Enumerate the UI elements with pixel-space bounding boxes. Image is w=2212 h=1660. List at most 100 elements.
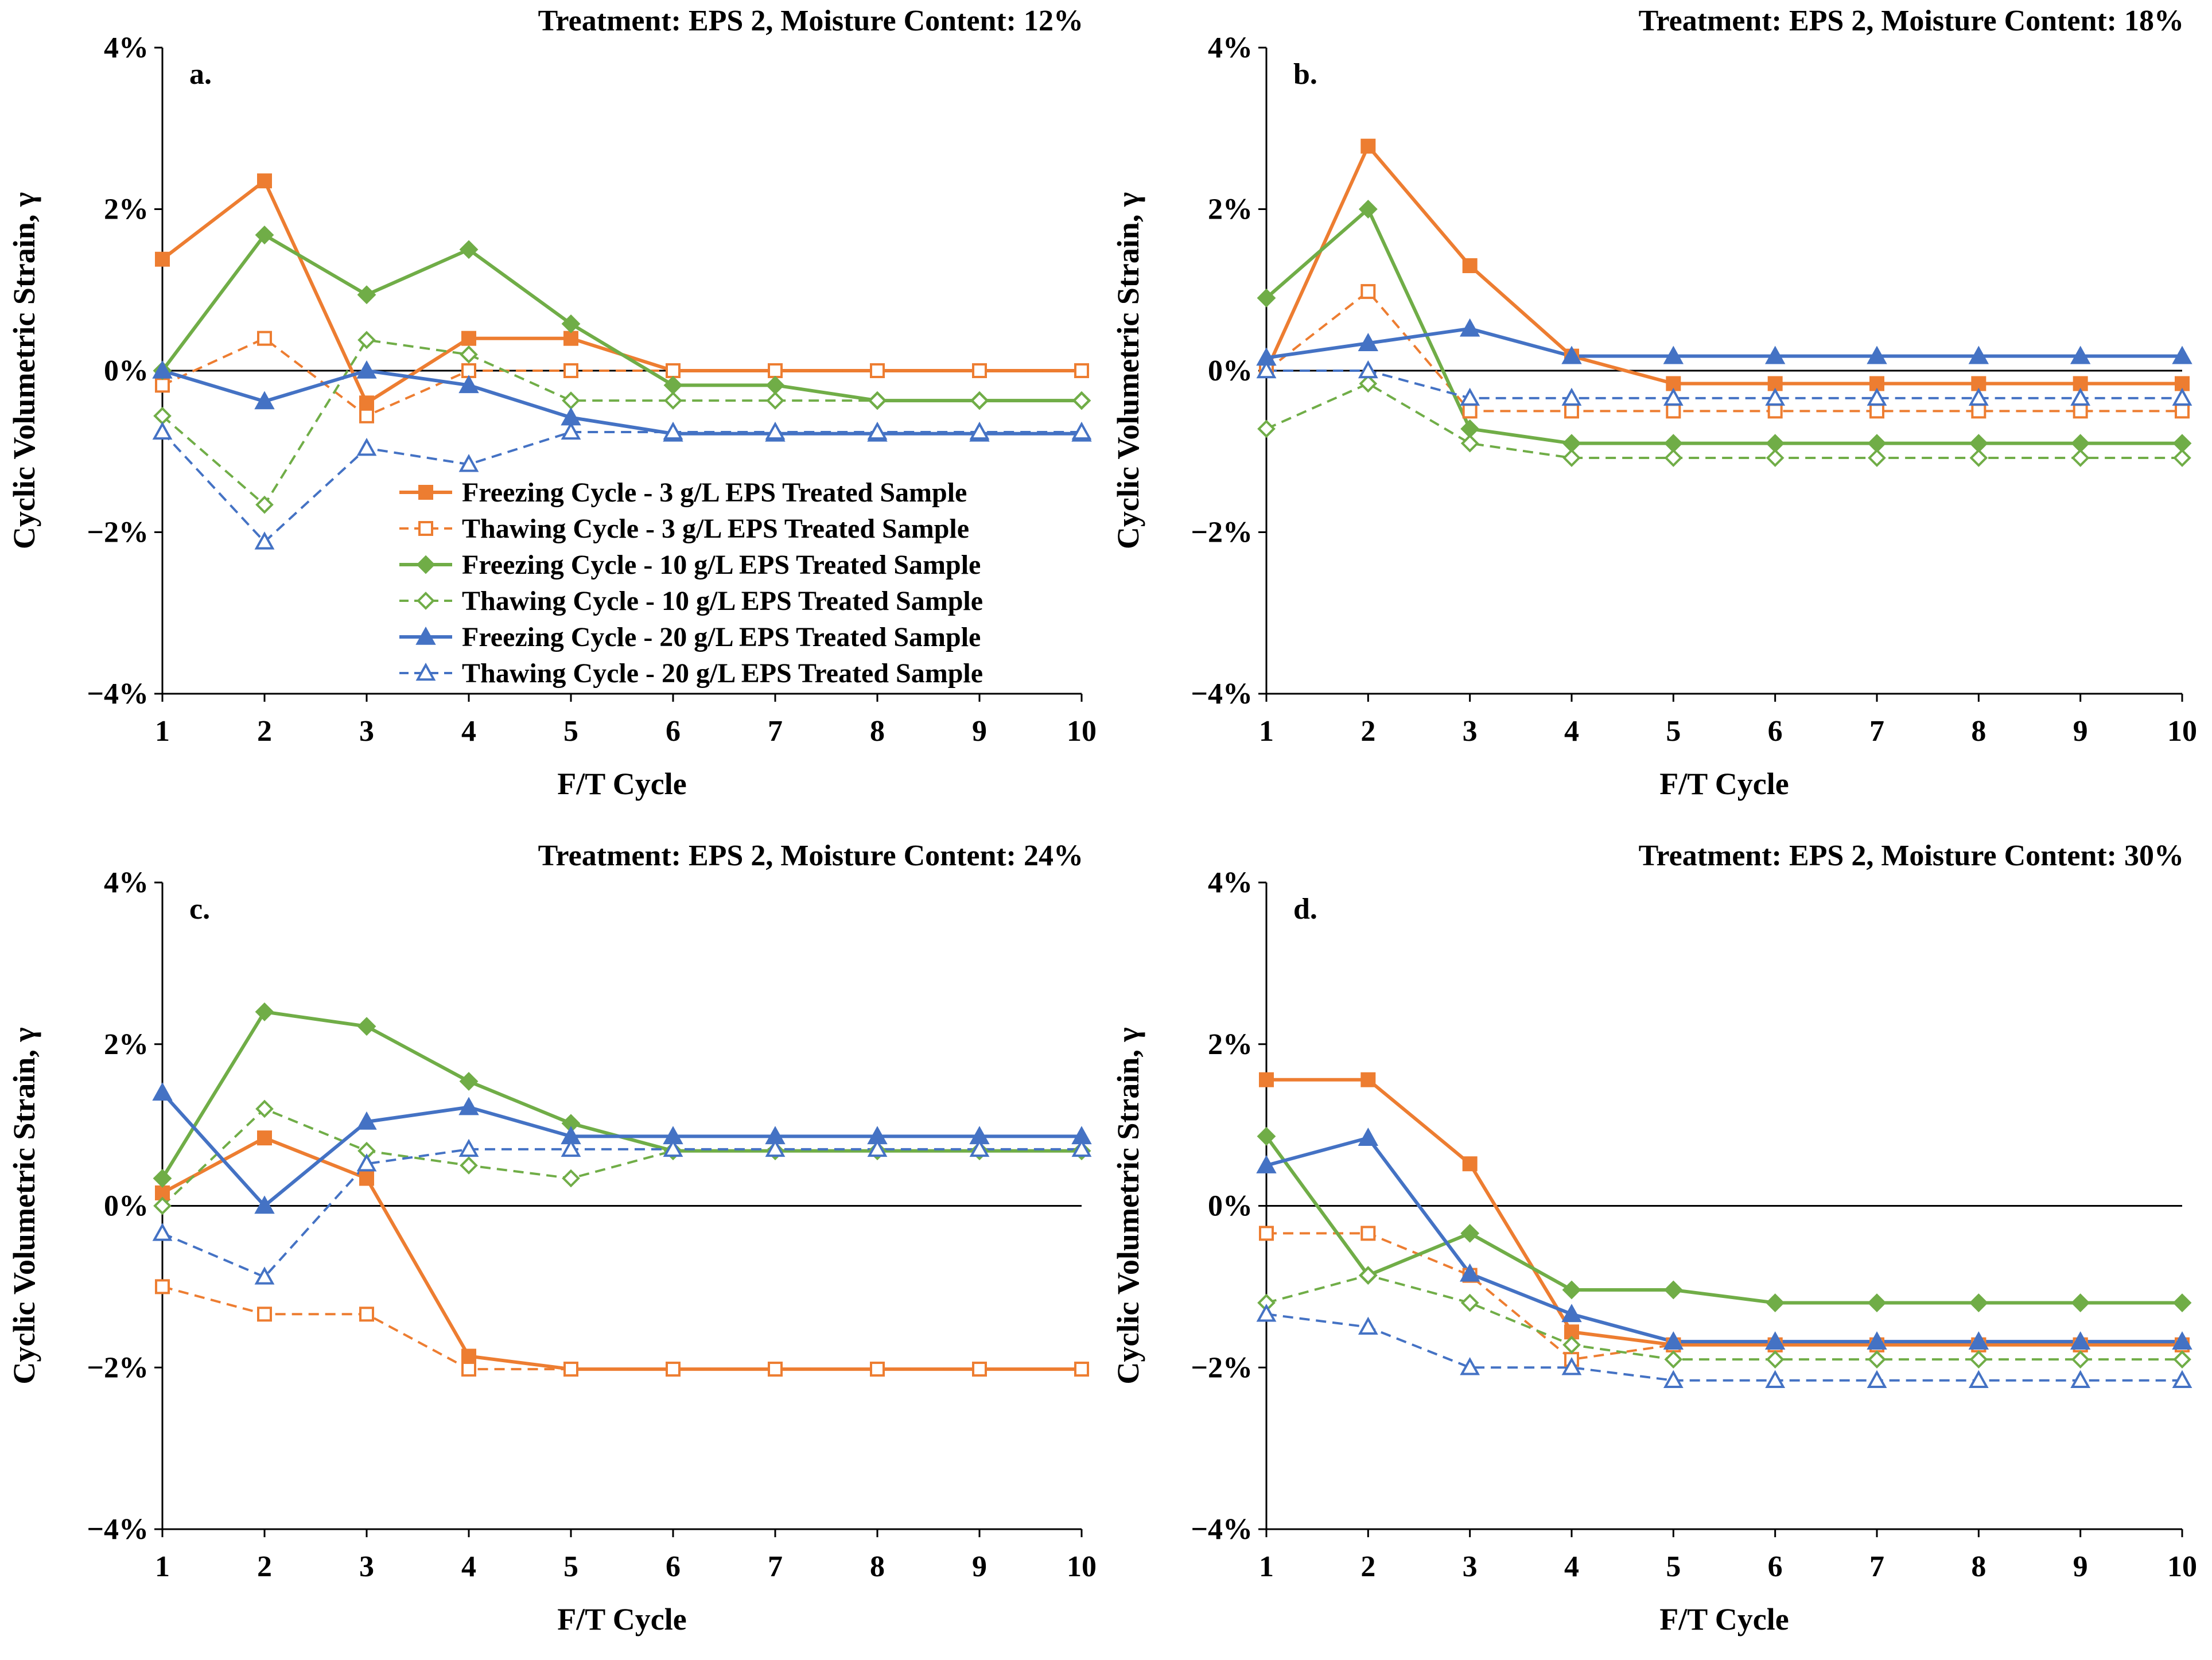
data-point bbox=[768, 1362, 783, 1377]
data-point bbox=[663, 1138, 683, 1157]
data-point bbox=[1462, 403, 1478, 419]
data-point bbox=[972, 1362, 987, 1377]
data-point bbox=[1869, 403, 1884, 419]
legend-marker bbox=[417, 592, 435, 610]
data-point bbox=[460, 345, 478, 364]
data-point bbox=[356, 1111, 377, 1130]
x-tick-label: 9 bbox=[972, 715, 987, 748]
data-point bbox=[1663, 1370, 1684, 1388]
x-tick-label: 1 bbox=[155, 715, 170, 748]
x-tick-label: 4 bbox=[1564, 1550, 1579, 1583]
series-line bbox=[1266, 1136, 2182, 1344]
data-point bbox=[561, 1138, 581, 1157]
data-point bbox=[255, 495, 274, 514]
legend-marker bbox=[416, 555, 436, 574]
data-point bbox=[461, 1348, 476, 1364]
x-tick-label: 4 bbox=[461, 1550, 476, 1583]
x-tick-label: 10 bbox=[1067, 1550, 1097, 1583]
data-point bbox=[1072, 391, 1091, 410]
y-tick-label: 0% bbox=[1208, 1190, 1253, 1223]
data-point bbox=[1767, 403, 1783, 419]
data-point bbox=[563, 363, 578, 378]
x-tick-label: 5 bbox=[563, 715, 578, 748]
data-point bbox=[1969, 1350, 1988, 1369]
data-point bbox=[153, 1169, 172, 1188]
data-point bbox=[561, 314, 581, 333]
data-point bbox=[1766, 1293, 1785, 1312]
data-point bbox=[1358, 360, 1378, 379]
data-point bbox=[357, 285, 376, 305]
data-point bbox=[1256, 360, 1277, 379]
y-tick-label: 2% bbox=[1208, 193, 1253, 226]
data-point bbox=[1764, 1331, 1786, 1350]
series-line bbox=[1266, 1313, 2182, 1382]
series-line bbox=[161, 1107, 1082, 1207]
data-point bbox=[1459, 318, 1480, 337]
y-axis-label: Cyclic Volumetric Strain, γ bbox=[7, 192, 41, 549]
data-point bbox=[152, 421, 173, 440]
data-point bbox=[765, 1138, 786, 1157]
legend-entry: Thawing Cycle - 20 g/L EPS Treated Sampl… bbox=[462, 658, 983, 689]
data-point bbox=[1359, 374, 1378, 393]
data-point bbox=[666, 1362, 681, 1377]
series-line bbox=[162, 369, 1082, 436]
x-tick-label: 4 bbox=[461, 715, 476, 748]
data-point bbox=[1257, 1126, 1276, 1146]
series-line bbox=[161, 430, 1082, 543]
data-point bbox=[458, 1138, 479, 1157]
data-point bbox=[1766, 1350, 1785, 1369]
x-tick-label: 2 bbox=[1360, 715, 1375, 748]
data-point bbox=[1360, 1072, 1376, 1087]
data-point bbox=[357, 331, 376, 349]
y-tick-label: 2% bbox=[104, 193, 149, 226]
data-point bbox=[1765, 387, 1786, 406]
x-tick-label: 7 bbox=[1869, 1550, 1884, 1583]
y-axis-label: Cyclic Volumetric Strain, γ bbox=[1111, 1027, 1145, 1384]
y-tick-label: 0% bbox=[104, 355, 149, 387]
data-point bbox=[461, 1362, 476, 1377]
x-tick-label: 3 bbox=[359, 1550, 374, 1583]
data-point bbox=[155, 1279, 170, 1294]
data-point bbox=[1360, 1226, 1376, 1241]
data-point bbox=[1460, 1293, 1479, 1312]
y-tick-label: 2% bbox=[104, 1028, 149, 1061]
legend-entry: Thawing Cycle - 10 g/L EPS Treated Sampl… bbox=[462, 586, 983, 616]
data-point bbox=[1359, 1266, 1378, 1285]
data-point bbox=[2172, 387, 2192, 406]
data-point bbox=[1561, 1304, 1582, 1323]
y-tick-label: 0% bbox=[1208, 355, 1253, 387]
data-point bbox=[460, 1156, 478, 1175]
data-point bbox=[2172, 345, 2192, 364]
data-point bbox=[562, 1169, 580, 1188]
data-point bbox=[1564, 403, 1579, 419]
data-point bbox=[870, 1362, 885, 1377]
data-point bbox=[359, 395, 374, 411]
x-tick-label: 2 bbox=[1360, 1550, 1375, 1583]
chart-title: Treatment: EPS 2, Moisture Content: 30% bbox=[1639, 839, 2184, 872]
data-point bbox=[2070, 1370, 2091, 1388]
data-point bbox=[1259, 1072, 1274, 1087]
x-tick-label: 7 bbox=[768, 715, 783, 748]
data-point bbox=[969, 1138, 990, 1157]
chart-title: Treatment: EPS 2, Moisture Content: 18% bbox=[1639, 5, 2184, 37]
x-tick-label: 6 bbox=[1768, 715, 1783, 748]
data-point bbox=[1360, 284, 1376, 300]
data-point bbox=[561, 421, 581, 440]
legend-marker bbox=[418, 485, 433, 500]
x-tick-label: 8 bbox=[1971, 1550, 1986, 1583]
data-point bbox=[359, 408, 374, 423]
y-tick-label: 4% bbox=[1208, 32, 1253, 64]
x-tick-label: 6 bbox=[666, 715, 681, 748]
data-point bbox=[562, 391, 580, 410]
series-line bbox=[1265, 290, 2182, 413]
data-point bbox=[152, 360, 173, 379]
data-point bbox=[1764, 345, 1786, 364]
data-point bbox=[257, 1307, 272, 1322]
chart-title: Treatment: EPS 2, Moisture Content: 24% bbox=[538, 839, 1083, 872]
data-point bbox=[1561, 387, 1582, 406]
y-axis-label: Cyclic Volumetric Strain, γ bbox=[7, 1027, 41, 1384]
data-point bbox=[1867, 1370, 1887, 1388]
x-tick-label: 3 bbox=[359, 715, 374, 748]
data-point bbox=[1562, 1280, 1581, 1300]
